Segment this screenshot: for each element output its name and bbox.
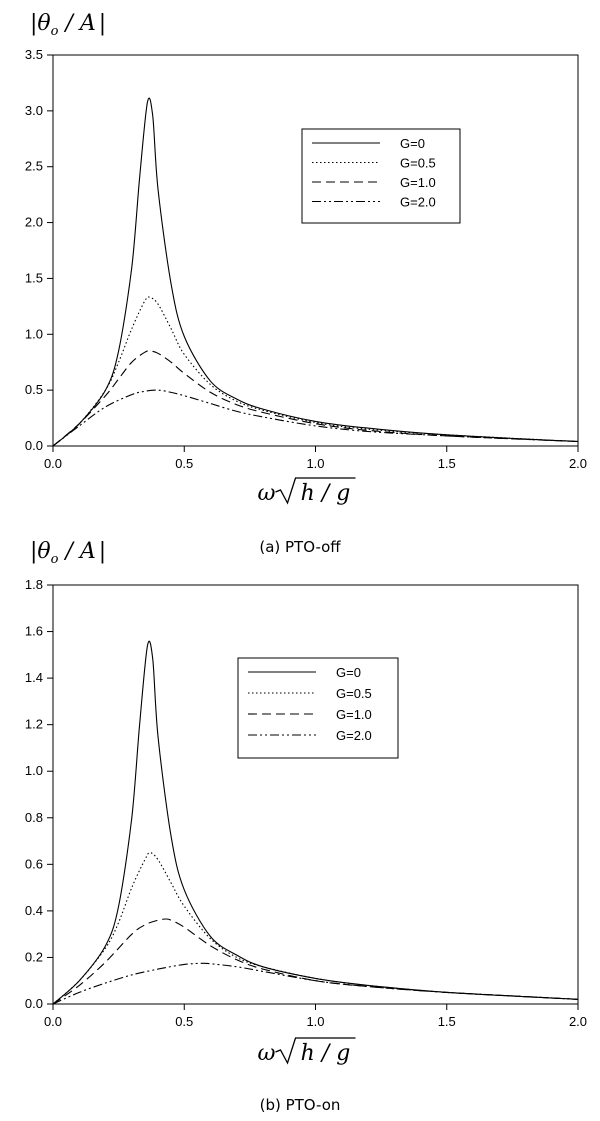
x-tick-label: 2.0 — [569, 456, 587, 471]
y-tick-label: 0.4 — [25, 903, 43, 918]
y-tick-label: 0.5 — [25, 382, 43, 397]
y-tick-label: 0.0 — [25, 438, 43, 453]
legend-label: G=0 — [400, 136, 425, 151]
legend-label: G=2.0 — [400, 195, 436, 210]
x-tick-label: 0.0 — [44, 456, 62, 471]
svg-text:ω: ω — [258, 481, 276, 506]
x-tick-label: 0.5 — [175, 1014, 193, 1029]
series-line-G=0.5 — [52, 852, 579, 1005]
y-tick-label: 1.4 — [25, 670, 43, 685]
series-line-G=2.0 — [52, 962, 579, 1005]
legend-label: G=1.0 — [336, 707, 372, 722]
legend-label: G=0 — [336, 665, 361, 680]
y-tick-label: 1.0 — [25, 763, 43, 778]
series-line-G=0.5 — [52, 296, 579, 447]
y-tick-label: 2.0 — [25, 215, 43, 230]
y-axis-label: |θo / A | — [30, 539, 106, 567]
y-tick-label: 1.8 — [25, 577, 43, 592]
legend-label: G=0.5 — [400, 156, 436, 171]
y-tick-label: 1.0 — [25, 326, 43, 341]
legend-label: G=0.5 — [336, 686, 372, 701]
y-tick-label: 1.2 — [25, 717, 43, 732]
y-tick-label: 0.8 — [25, 810, 43, 825]
series-line-G=1.0 — [52, 350, 579, 447]
y-tick-label: 0.0 — [25, 996, 43, 1011]
y-tick-label: 0.2 — [25, 949, 43, 964]
legend-box — [301, 128, 461, 224]
x-tick-label: 0.0 — [44, 1014, 62, 1029]
y-tick-label: 1.5 — [25, 270, 43, 285]
y-tick-label: 1.6 — [25, 624, 43, 639]
x-tick-label: 1.0 — [306, 1014, 324, 1029]
y-tick-label: 0.6 — [25, 856, 43, 871]
x-tick-label: 2.0 — [569, 1014, 587, 1029]
svg-text:h / g: h / g — [301, 481, 351, 506]
y-tick-label: 3.0 — [25, 103, 43, 118]
y-tick-label: 2.5 — [25, 159, 43, 174]
legend-label: G=2.0 — [336, 728, 372, 743]
series-line-G=1.0 — [52, 918, 579, 1005]
chart-1: |θo / A | 0.0 0.5 1.0 1.5 2.0 2.5 3.0 3.5 0.0 0.5 1.… — [25, 11, 587, 556]
x-tick-label: 1.5 — [438, 1014, 456, 1029]
chart-2: |θo / A | 0.0 0.2 0.4 0.6 0.8 1.0 1.2 1.4 1.6 1.8 0.… — [25, 539, 587, 1114]
plot-frame — [52, 54, 579, 447]
x-tick-label: 0.5 — [175, 456, 193, 471]
x-tick-label: 1.0 — [306, 456, 324, 471]
figure-caption: (a) PTO-off — [259, 538, 341, 556]
legend-label: G=1.0 — [400, 175, 436, 190]
figure-caption: (b) PTO-on — [260, 1096, 341, 1114]
legend: G=0 G=0.5 G=1.0 G=2.0 — [237, 657, 399, 759]
series-line-G=2.0 — [52, 389, 579, 447]
y-axis-label: |θo / A | — [30, 11, 106, 39]
plot-frame — [52, 584, 579, 1005]
y-tick-label: 3.5 — [25, 47, 43, 62]
legend-box — [237, 657, 399, 759]
x-axis-label: ω h / g — [258, 477, 356, 506]
svg-text:ω: ω — [258, 1041, 276, 1066]
x-axis-label: ω h / g — [258, 1037, 356, 1066]
legend: G=0 G=0.5 G=1.0 G=2.0 — [301, 128, 461, 224]
svg-text:h / g: h / g — [301, 1041, 351, 1066]
series-line-G=0 — [52, 97, 579, 447]
x-tick-label: 1.5 — [438, 456, 456, 471]
